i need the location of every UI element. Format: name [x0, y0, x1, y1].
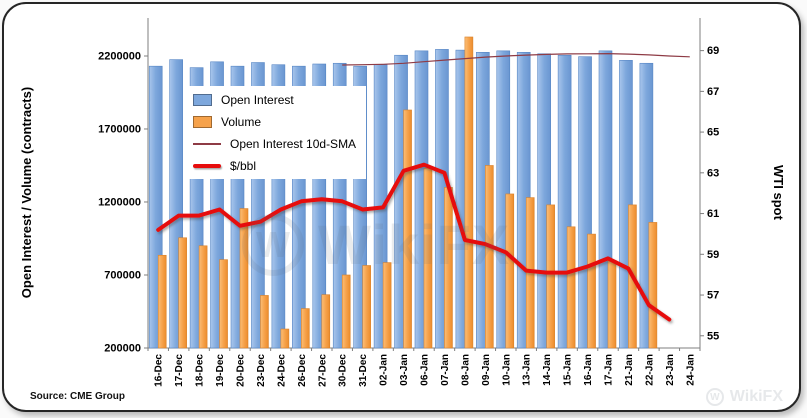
svg-text:67: 67	[707, 86, 719, 98]
svg-text:23-Jan: 23-Jan	[665, 354, 676, 386]
svg-text:21-Jan: 21-Jan	[624, 354, 635, 386]
legend: Open Interest Volume Open Interest 10d-S…	[187, 86, 367, 179]
svg-text:15-Jan: 15-Jan	[563, 354, 574, 386]
legend-item-bbl: $/bbl	[193, 158, 356, 173]
right-axis-title-text: WTI spot	[770, 164, 786, 220]
svg-text:17-Dec: 17-Dec	[174, 354, 185, 387]
svg-text:63: 63	[707, 167, 719, 179]
svg-text:09-Jan: 09-Jan	[481, 354, 492, 386]
svg-text:57: 57	[707, 290, 719, 302]
open-interest-bar-swatch-icon	[193, 93, 212, 106]
legend-label-volume: Volume	[221, 114, 262, 129]
svg-text:20-Dec: 20-Dec	[236, 354, 247, 387]
svg-text:24-Dec: 24-Dec	[276, 354, 287, 387]
svg-text:22-Jan: 22-Jan	[644, 354, 655, 386]
svg-text:16-Jan: 16-Jan	[583, 354, 594, 386]
left-axis-title: Open Interest / Volume (contracts)	[4, 4, 50, 380]
svg-text:08-Jan: 08-Jan	[460, 354, 471, 386]
svg-text:23-Dec: 23-Dec	[256, 354, 267, 387]
legend-item-volume: Volume	[193, 114, 356, 129]
svg-text:06-Jan: 06-Jan	[420, 354, 431, 386]
svg-text:31-Dec: 31-Dec	[358, 354, 369, 387]
svg-text:24-Jan: 24-Jan	[685, 354, 696, 386]
svg-text:30-Dec: 30-Dec	[338, 354, 349, 387]
svg-text:14-Jan: 14-Jan	[542, 354, 553, 386]
svg-text:26-Dec: 26-Dec	[297, 354, 308, 387]
chart: 2200000 1700000 1200000 700000 200000 69 67 65 6…	[98, 18, 719, 387]
chart-card: Open Interest / Volume (contracts) 220	[2, 2, 801, 412]
right-axis-title: WTI spot	[759, 4, 797, 380]
svg-text:61: 61	[707, 208, 719, 220]
svg-text:13-Jan: 13-Jan	[522, 354, 533, 386]
svg-text:07-Jan: 07-Jan	[440, 354, 451, 386]
left-axis-title-text: Open Interest / Volume (contracts)	[19, 86, 35, 298]
svg-text:02-Jan: 02-Jan	[379, 354, 390, 386]
bbl-line-swatch-icon	[193, 163, 221, 168]
svg-text:1200000: 1200000	[98, 196, 141, 208]
source-note: Source: CME Group	[30, 391, 126, 402]
legend-label-open-interest: Open Interest	[221, 92, 294, 107]
svg-text:03-Jan: 03-Jan	[399, 354, 410, 386]
legend-label-bbl: $/bbl	[230, 158, 257, 173]
svg-text:27-Dec: 27-Dec	[317, 354, 328, 387]
svg-text:59: 59	[707, 249, 719, 261]
svg-text:55: 55	[707, 330, 719, 342]
volume-bar-swatch-icon	[193, 115, 212, 128]
svg-text:1700000: 1700000	[98, 123, 141, 135]
svg-text:700000: 700000	[104, 269, 141, 281]
svg-text:10-Jan: 10-Jan	[501, 354, 512, 386]
legend-item-sma: Open Interest 10d-SMA	[193, 136, 356, 151]
sma-line-swatch-icon	[193, 142, 221, 145]
svg-text:17-Jan: 17-Jan	[604, 354, 615, 386]
svg-text:2200000: 2200000	[98, 50, 141, 62]
svg-text:69: 69	[707, 45, 719, 57]
svg-text:65: 65	[707, 127, 719, 139]
svg-text:16-Dec: 16-Dec	[154, 354, 165, 387]
svg-text:18-Dec: 18-Dec	[195, 354, 206, 387]
svg-text:200000: 200000	[104, 343, 141, 355]
legend-label-sma: Open Interest 10d-SMA	[230, 136, 357, 151]
legend-item-open-interest: Open Interest	[193, 92, 356, 107]
svg-text:19-Dec: 19-Dec	[215, 354, 226, 387]
